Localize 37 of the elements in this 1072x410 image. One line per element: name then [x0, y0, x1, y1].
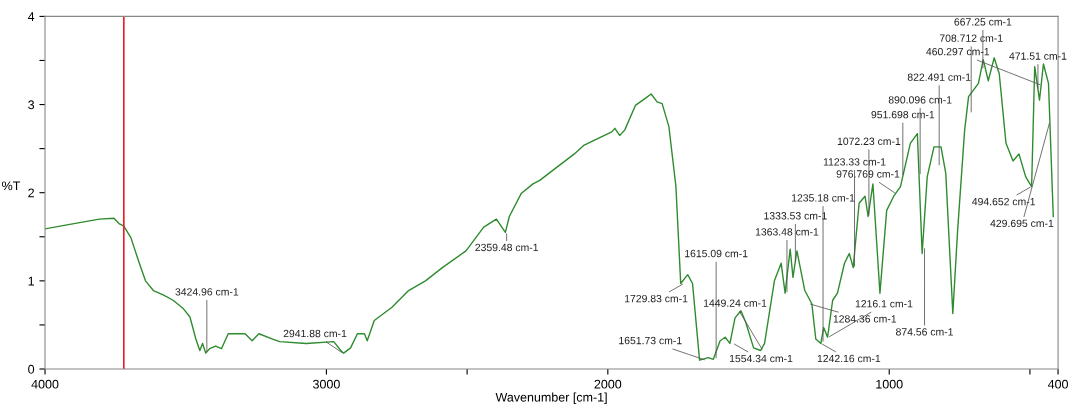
annotation: 822.491 cm-1: [907, 73, 971, 81]
annotation: 874.56 cm-1: [896, 328, 953, 336]
annotation: 1333.53 cm-1: [764, 212, 827, 220]
annotation: 1123.33 cm-1: [823, 158, 886, 166]
x-axis-title: Wavenumber [cm-1]: [495, 392, 607, 405]
y-tick-label: 1: [28, 276, 34, 286]
x-tick-label: 3000: [313, 379, 340, 389]
annotation: 2941.88 cm-1: [283, 329, 347, 338]
annotation: 1284.36 cm-1: [833, 315, 897, 323]
y-tick-label: 3: [28, 100, 35, 110]
y-tick-label: 0: [28, 364, 35, 374]
annotation: 471.51 cm-1: [1009, 52, 1067, 60]
x-tick-label: 2000: [594, 379, 622, 389]
annotation: 1216.1 cm-1: [855, 300, 913, 308]
annotation: 1651.73 cm-1: [619, 336, 682, 345]
annotation: 1072.23 cm-1: [837, 137, 901, 145]
y-tick-label: 2: [28, 188, 34, 198]
annotation: 1449.24 cm-1: [703, 299, 767, 307]
annotation: 951.698 cm-1: [871, 110, 935, 119]
annotation: 3424.96 cm-1: [175, 288, 239, 296]
y-tick-label: 4: [27, 12, 35, 21]
annotation: 708.712 cm-1: [939, 34, 1003, 42]
x-tick-label: 1000: [876, 379, 903, 389]
x-tick-label: 400: [1047, 379, 1068, 389]
annotation: 494.652 cm-1: [972, 197, 1035, 206]
annotation: 1554.34 cm-1: [729, 354, 793, 363]
annotation: 460.297 cm-1: [926, 47, 990, 56]
x-tick-label: 4000: [31, 379, 59, 389]
annotation: 667.25 cm-1: [954, 18, 1012, 26]
annotation: 890.096 cm-1: [888, 96, 952, 104]
annotation: 1242.16 cm-1: [817, 354, 881, 363]
annotation: 1363.48 cm-1: [755, 228, 819, 236]
annotation: 429.695 cm-1: [990, 219, 1054, 228]
annotation: 1615.09 cm-1: [685, 249, 748, 258]
y-axis-title: %T: [2, 181, 21, 191]
annotation: 1729.83 cm-1: [625, 294, 688, 303]
annotation: 2359.48 cm-1: [475, 243, 539, 252]
